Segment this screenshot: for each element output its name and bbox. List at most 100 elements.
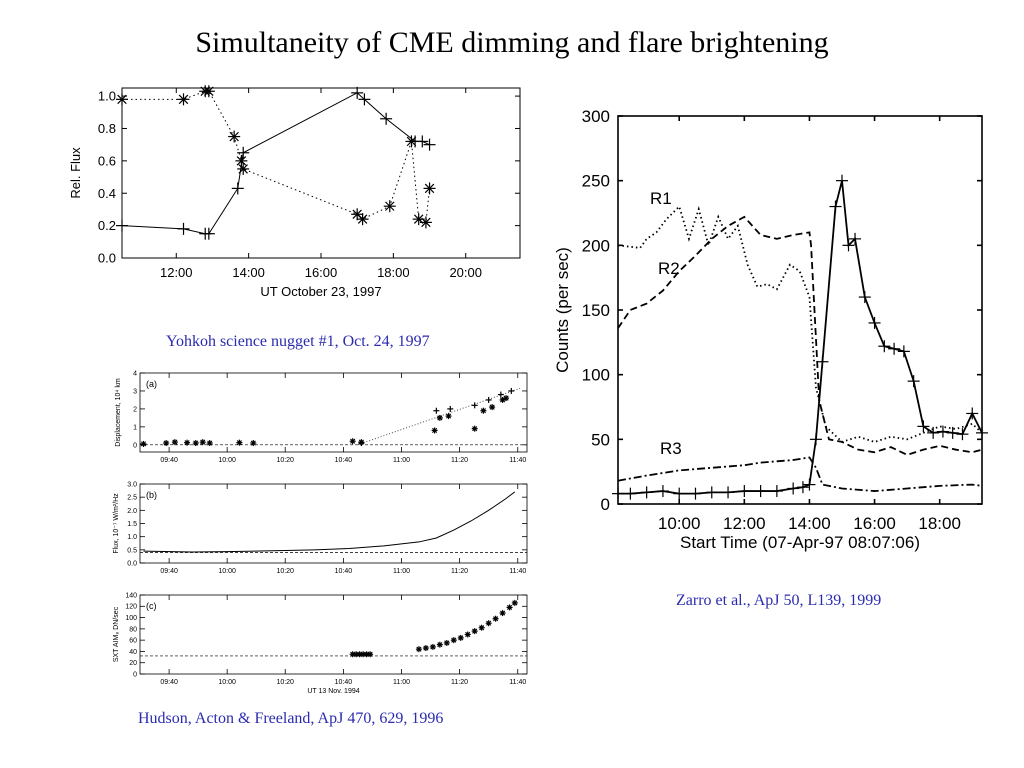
marker-star-19 [506, 604, 513, 611]
x-axis-label: UT October 23, 1997 [260, 284, 381, 299]
marker-star-11 [450, 637, 457, 644]
plot-frame [139, 594, 528, 675]
marker-plus-14 [809, 433, 822, 446]
marker-stroke [236, 156, 247, 166]
marker-star-17 [492, 615, 499, 622]
marker-star-18 [503, 395, 510, 402]
caption-yohkoh: Yohkoh science nugget #1, Oct. 24, 1997 [166, 333, 430, 350]
x-tick-label: 11:40 [509, 457, 526, 464]
y-axis-label: Displacement, 10⁴ km [115, 378, 122, 447]
y-tick-label: 120 [125, 604, 137, 611]
x-tick-label: 11:40 [509, 679, 526, 686]
marker-star-15 [478, 624, 485, 631]
marker-stroke [172, 439, 178, 445]
series-1 [116, 85, 436, 229]
marker-stroke [493, 616, 499, 622]
marker-stroke [406, 136, 417, 147]
caption-zarro: Zarro et al., ApJ 50, L139, 1999 [676, 592, 882, 609]
series-line [143, 491, 516, 553]
marker-star-14 [471, 628, 478, 635]
marker-plus-17 [836, 174, 848, 187]
marker-stroke [117, 94, 127, 105]
marker-star-16 [485, 620, 492, 627]
marker-plus-6 [705, 486, 718, 499]
marker-plus-12 [796, 481, 809, 494]
marker-star-9 [383, 200, 396, 213]
marker-plus-0 [116, 219, 128, 232]
marker-star-12 [419, 216, 432, 229]
marker-plus-10 [770, 485, 783, 498]
marker-star-18 [499, 610, 506, 617]
x-tick-label: 11:20 [451, 679, 468, 686]
marker-stroke [445, 413, 452, 419]
x-tick-label: 10:20 [276, 457, 294, 464]
marker-plus-3 [471, 402, 478, 409]
y-tick-label: 300 [582, 107, 610, 126]
marker-plus-4 [485, 396, 492, 403]
marker-plus-13 [803, 478, 816, 491]
marker-plus-6 [351, 86, 364, 99]
marker-star-13 [423, 182, 436, 195]
y-tick-label: 150 [582, 301, 610, 320]
x-tick-label: 16:00 [305, 265, 338, 280]
marker-star-6 [206, 440, 213, 447]
x-tick-label: 09:40 [160, 457, 178, 464]
marker-plus-26 [917, 420, 930, 433]
marker-star-7 [236, 439, 243, 446]
marker-plus-6 [508, 387, 515, 394]
marker-plus-32 [976, 426, 988, 439]
y-tick-label: 4 [133, 370, 137, 377]
y-tick-label: 0.5 [127, 547, 137, 554]
marker-stroke [486, 620, 492, 626]
marker-stroke [236, 440, 242, 446]
y-axis-label: Flux, 10⁻⁷ W/m²/Hz [113, 493, 120, 554]
marker-star-9 [349, 438, 356, 445]
y-tick-label: 1 [133, 424, 137, 431]
marker-plus-9 [754, 485, 767, 498]
y-tick-label: 0.8 [98, 121, 116, 136]
x-tick-label: 20:00 [449, 265, 482, 280]
y-tick-label: 1.5 [127, 521, 137, 528]
marker-plus-27 [927, 426, 940, 439]
x-tick-label: 12:00 [723, 514, 766, 533]
slide-title: Simultaneity of CME dimming and flare br… [195, 26, 829, 59]
marker-star-20 [511, 599, 518, 606]
marker-star-2 [171, 439, 178, 446]
y-tick-label: 100 [125, 615, 137, 622]
marker-star-12 [436, 414, 443, 421]
y-tick-label: 2.5 [127, 495, 137, 502]
marker-stroke [238, 164, 248, 174]
marker-star-0 [140, 440, 147, 447]
marker-stroke [465, 631, 471, 638]
x-tick-label: 10:40 [335, 679, 353, 686]
marker-plus-4 [231, 182, 244, 195]
y-tick-label: 100 [582, 366, 610, 385]
y-tick-label: 0 [133, 442, 137, 449]
marker-plus-21 [868, 316, 881, 329]
y-tick-label: 200 [582, 236, 610, 255]
y-tick-label: 1.0 [98, 89, 116, 104]
x-tick-label: 10:40 [335, 457, 353, 464]
marker-plus-7 [722, 486, 735, 499]
series-r2 [617, 215, 983, 456]
x-tick-label: 11:00 [393, 568, 410, 575]
marker-plus-2 [447, 405, 454, 412]
marker-stroke [163, 440, 169, 446]
y-axis-label: Counts (per sec) [553, 247, 572, 373]
marker-star-5 [199, 439, 206, 446]
marker-plus-10 [416, 135, 429, 148]
marker-stroke [424, 183, 435, 194]
plot-frame [139, 372, 528, 453]
marker-plus-2 [640, 486, 653, 499]
marker-stroke [140, 441, 147, 447]
y-tick-label: 140 [125, 592, 137, 599]
marker-plus-25 [907, 375, 920, 388]
marker-stroke [430, 644, 436, 650]
marker-plus-0 [612, 487, 624, 500]
x-tick-label: 11:40 [509, 568, 526, 575]
x-tick-label: 11:00 [393, 457, 410, 464]
y-tick-label: 80 [129, 626, 137, 633]
